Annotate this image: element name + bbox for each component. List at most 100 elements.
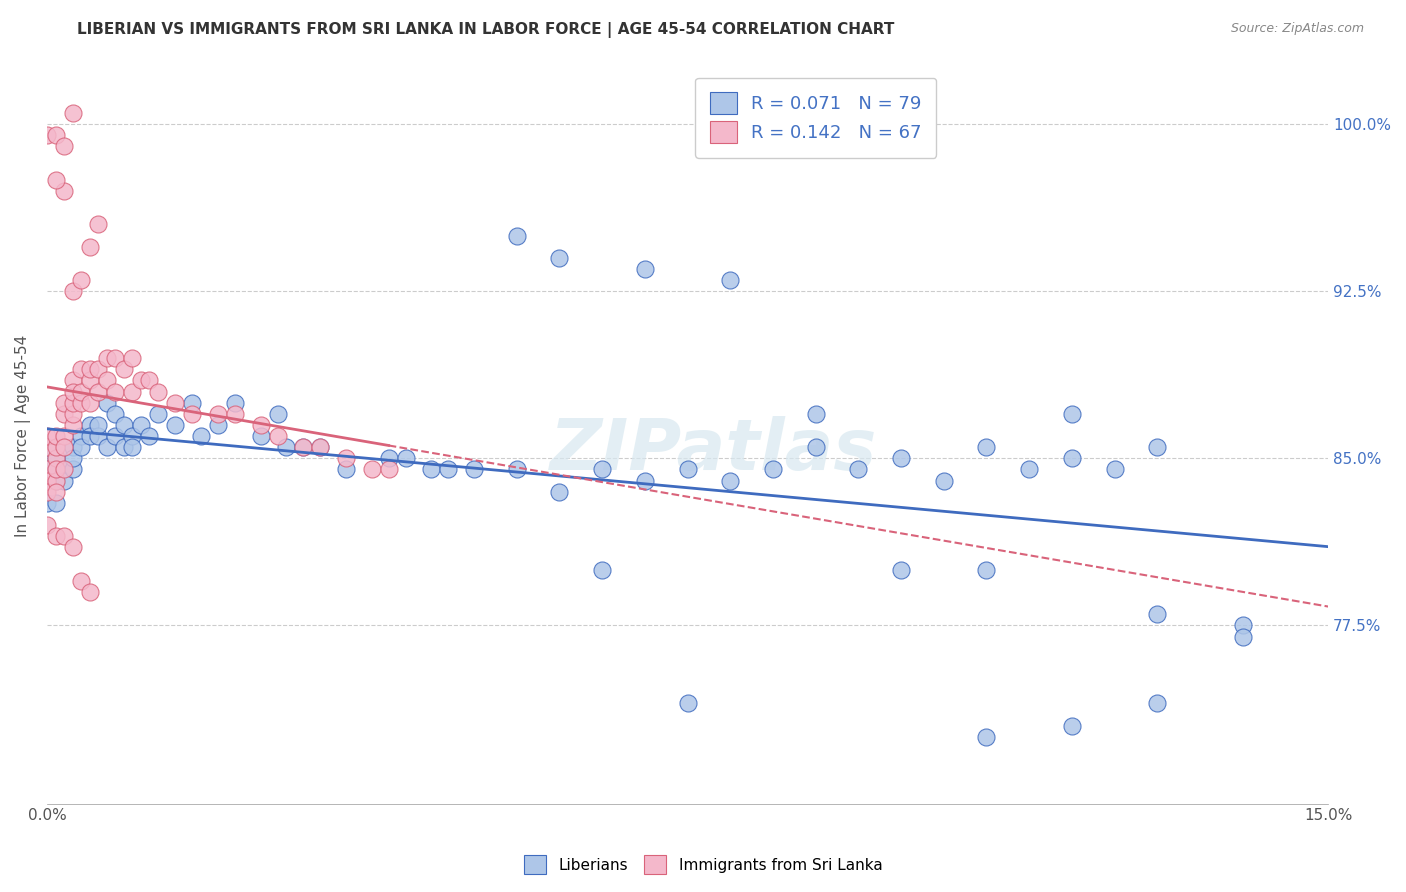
Point bbox=[890, 451, 912, 466]
Point bbox=[634, 474, 657, 488]
Point bbox=[129, 417, 152, 432]
Point bbox=[44, 429, 66, 443]
Point bbox=[70, 429, 93, 443]
Point bbox=[44, 462, 66, 476]
Text: ZIPatlas: ZIPatlas bbox=[550, 417, 877, 485]
Point bbox=[506, 462, 529, 476]
Point bbox=[62, 417, 84, 432]
Point bbox=[463, 462, 485, 476]
Point bbox=[634, 262, 657, 277]
Point bbox=[35, 518, 58, 533]
Point bbox=[138, 373, 160, 387]
Point bbox=[104, 351, 127, 365]
Point bbox=[53, 529, 76, 543]
Point bbox=[377, 462, 399, 476]
Point bbox=[591, 563, 613, 577]
Point bbox=[335, 451, 357, 466]
Point bbox=[266, 429, 288, 443]
Point bbox=[976, 563, 998, 577]
Point bbox=[44, 496, 66, 510]
Point bbox=[87, 429, 110, 443]
Point bbox=[718, 273, 741, 287]
Point bbox=[35, 484, 58, 499]
Point bbox=[104, 384, 127, 399]
Point bbox=[79, 429, 101, 443]
Point bbox=[44, 440, 66, 454]
Point bbox=[121, 384, 143, 399]
Point bbox=[129, 373, 152, 387]
Point bbox=[121, 351, 143, 365]
Point bbox=[249, 429, 271, 443]
Point bbox=[62, 407, 84, 421]
Point bbox=[62, 451, 84, 466]
Point bbox=[70, 273, 93, 287]
Point bbox=[591, 462, 613, 476]
Point bbox=[44, 451, 66, 466]
Point bbox=[44, 484, 66, 499]
Point bbox=[1018, 462, 1040, 476]
Point bbox=[44, 474, 66, 488]
Point bbox=[190, 429, 212, 443]
Point bbox=[62, 462, 84, 476]
Point bbox=[62, 541, 84, 555]
Point bbox=[70, 440, 93, 454]
Point bbox=[53, 474, 76, 488]
Point bbox=[266, 407, 288, 421]
Point bbox=[207, 407, 229, 421]
Point bbox=[437, 462, 460, 476]
Point bbox=[976, 440, 998, 454]
Point bbox=[1060, 719, 1083, 733]
Point bbox=[121, 429, 143, 443]
Point bbox=[79, 417, 101, 432]
Point bbox=[932, 474, 955, 488]
Point bbox=[35, 128, 58, 143]
Point bbox=[35, 462, 58, 476]
Point bbox=[335, 462, 357, 476]
Point bbox=[1232, 630, 1254, 644]
Point bbox=[112, 362, 135, 376]
Point bbox=[96, 395, 118, 409]
Point bbox=[1232, 618, 1254, 632]
Point bbox=[35, 440, 58, 454]
Point bbox=[276, 440, 298, 454]
Point bbox=[292, 440, 315, 454]
Point bbox=[62, 395, 84, 409]
Point bbox=[44, 474, 66, 488]
Point bbox=[249, 417, 271, 432]
Point bbox=[506, 228, 529, 243]
Point bbox=[548, 251, 571, 265]
Point bbox=[62, 440, 84, 454]
Point bbox=[53, 139, 76, 153]
Point bbox=[53, 462, 76, 476]
Point bbox=[79, 373, 101, 387]
Point bbox=[96, 440, 118, 454]
Point bbox=[35, 462, 58, 476]
Point bbox=[676, 462, 699, 476]
Point bbox=[35, 496, 58, 510]
Point bbox=[44, 451, 66, 466]
Point bbox=[53, 440, 76, 454]
Point bbox=[224, 407, 246, 421]
Point bbox=[44, 529, 66, 543]
Point bbox=[804, 440, 827, 454]
Point bbox=[96, 351, 118, 365]
Point bbox=[138, 429, 160, 443]
Point bbox=[548, 484, 571, 499]
Point bbox=[1146, 697, 1168, 711]
Y-axis label: In Labor Force | Age 45-54: In Labor Force | Age 45-54 bbox=[15, 334, 31, 537]
Point bbox=[53, 395, 76, 409]
Point bbox=[309, 440, 332, 454]
Point bbox=[1104, 462, 1126, 476]
Point bbox=[890, 563, 912, 577]
Point bbox=[181, 395, 204, 409]
Point bbox=[804, 407, 827, 421]
Point bbox=[360, 462, 382, 476]
Point bbox=[35, 429, 58, 443]
Point bbox=[112, 440, 135, 454]
Point bbox=[676, 697, 699, 711]
Point bbox=[35, 474, 58, 488]
Point bbox=[79, 362, 101, 376]
Point bbox=[44, 462, 66, 476]
Point bbox=[420, 462, 443, 476]
Point bbox=[53, 440, 76, 454]
